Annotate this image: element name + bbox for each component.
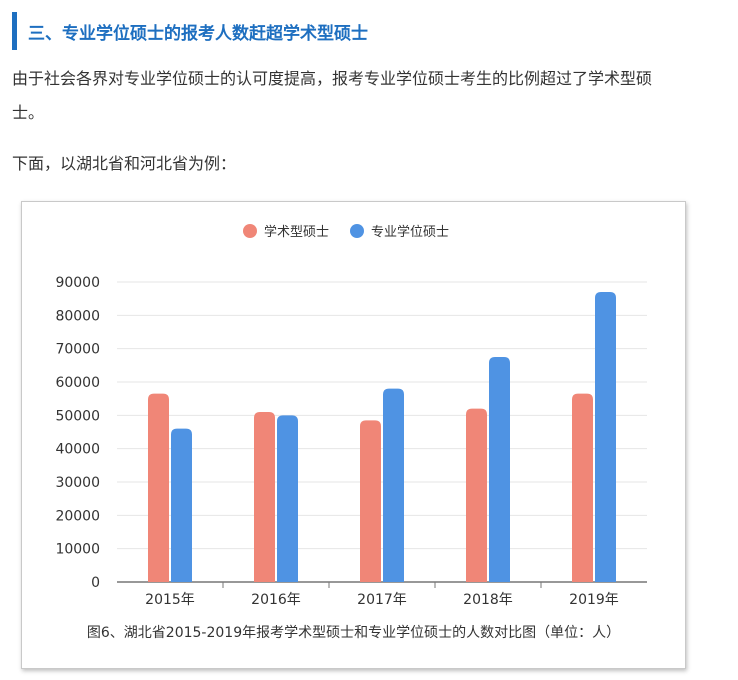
bar-professional-1: [171, 428, 192, 582]
bar-chart: 学术型硕士 专业学位硕士 0 10000 20000 30000 40000 50000 600…: [55, 224, 647, 608]
y-tick-label: 60000: [55, 375, 100, 391]
paragraph-2: 下面，以湖北省和河北省为例：: [12, 154, 237, 173]
section-title: 三、专业学位硕士的报考人数赶超学术型硕士: [28, 24, 368, 44]
bar-academic-4: [466, 408, 487, 582]
y-tick-label: 30000: [55, 475, 100, 491]
paragraph-1-line-1: 由于社会各界对专业学位硕士的认可度提高，报考专业学位硕士考生的比例超过了学术型硕: [12, 69, 653, 88]
x-tick-label: 2019年: [569, 592, 619, 608]
section-accent-bar: [12, 12, 17, 50]
figure-caption: 图6、湖北省2015-2019年报考学术型硕士和专业学位硕士的人数对比图（单位：…: [86, 625, 621, 641]
y-tick-label: 70000: [55, 342, 100, 358]
bar-academic-2: [254, 412, 275, 582]
x-tick-label: 2017年: [357, 592, 407, 608]
section-header: 三、专业学位硕士的报考人数赶超学术型硕士: [12, 12, 712, 50]
bar-academic-1: [148, 393, 169, 582]
y-tick-label: 20000: [55, 508, 100, 524]
y-tick-label: 80000: [55, 308, 100, 324]
bar-professional-3: [383, 388, 404, 582]
chart-figure: 学术型硕士 专业学位硕士 0 10000 20000 30000 40000 50000 600…: [21, 201, 686, 669]
y-tick-label: 50000: [55, 408, 100, 424]
x-tick-label: 2018年: [463, 592, 513, 608]
y-tick-label: 90000: [55, 275, 100, 291]
legend-label-2: 专业学位硕士: [371, 224, 449, 240]
legend-marker-1: [243, 224, 257, 238]
bar-academic-3: [360, 420, 381, 582]
paragraph-1-line-2: 士。: [12, 103, 45, 122]
legend-label-1: 学术型硕士: [264, 224, 329, 240]
y-tick-label: 10000: [55, 542, 100, 558]
bar-academic-5: [572, 393, 593, 582]
y-tick-label: 0: [91, 575, 100, 591]
bar-professional-2: [277, 415, 298, 582]
x-tick-label: 2016年: [251, 592, 301, 608]
x-tick-label: 2015年: [145, 592, 195, 608]
bar-professional-4: [489, 357, 510, 582]
legend-marker-2: [350, 224, 364, 238]
y-tick-label: 40000: [55, 442, 100, 458]
bar-professional-5: [595, 292, 616, 582]
